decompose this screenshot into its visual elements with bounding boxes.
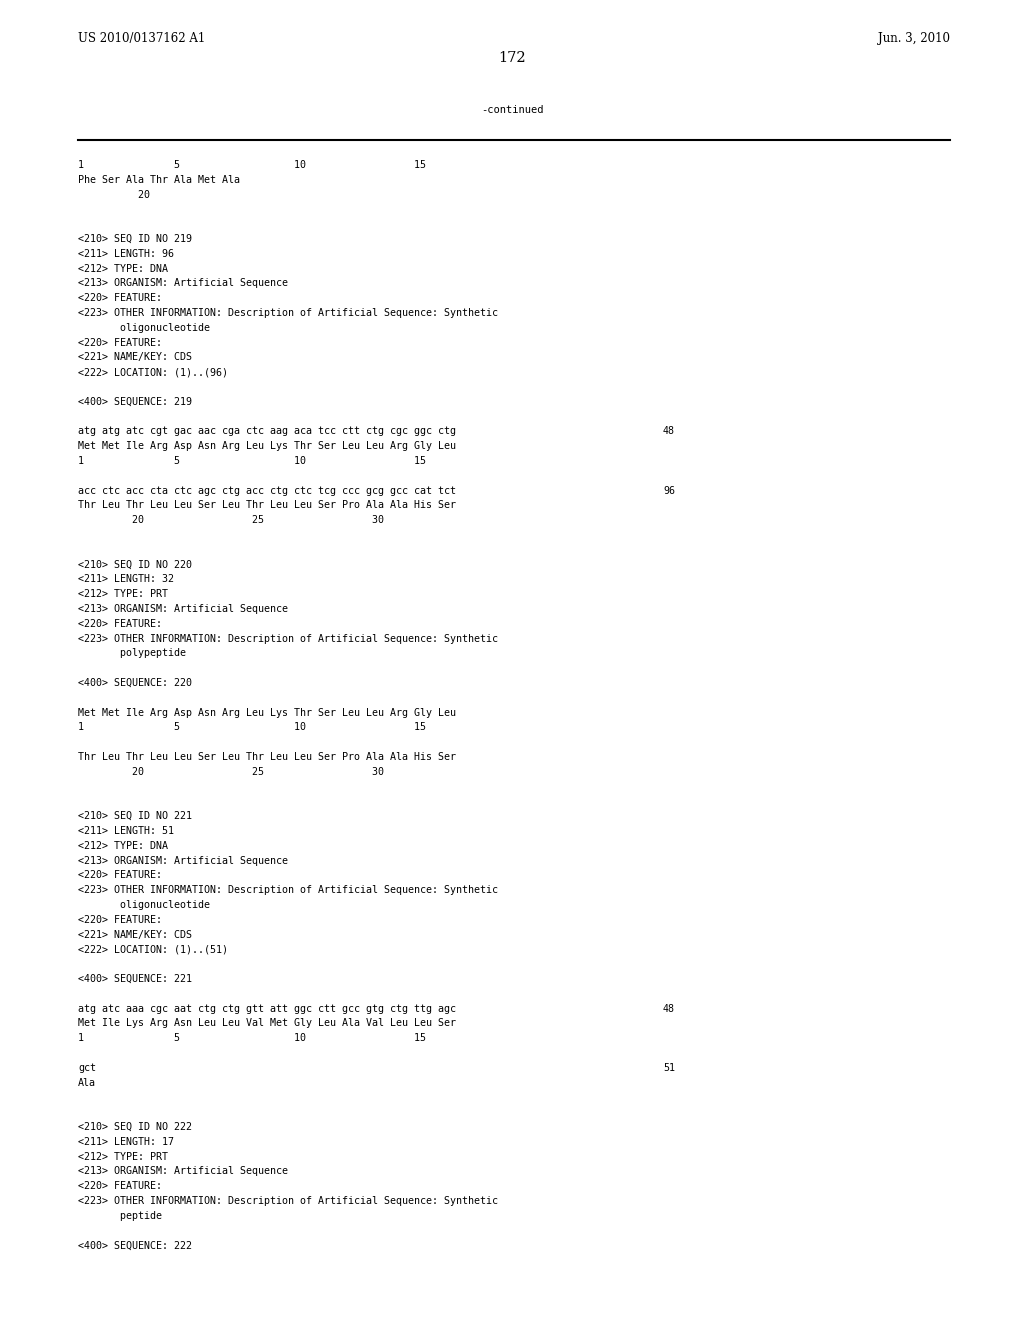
Text: <213> ORGANISM: Artificial Sequence: <213> ORGANISM: Artificial Sequence bbox=[78, 605, 288, 614]
Text: 1               5                   10                  15: 1 5 10 15 bbox=[78, 160, 426, 170]
Text: US 2010/0137162 A1: US 2010/0137162 A1 bbox=[78, 32, 205, 45]
Text: <220> FEATURE:: <220> FEATURE: bbox=[78, 293, 162, 304]
Text: oligonucleotide: oligonucleotide bbox=[78, 323, 210, 333]
Text: 20                  25                  30: 20 25 30 bbox=[78, 767, 384, 776]
Text: acc ctc acc cta ctc agc ctg acc ctg ctc tcg ccc gcg gcc cat tct: acc ctc acc cta ctc agc ctg acc ctg ctc … bbox=[78, 486, 456, 495]
Text: -continued: -continued bbox=[480, 106, 544, 115]
Text: <211> LENGTH: 96: <211> LENGTH: 96 bbox=[78, 248, 174, 259]
Text: 1               5                   10                  15: 1 5 10 15 bbox=[78, 722, 426, 733]
Text: Met Ile Lys Arg Asn Leu Leu Val Met Gly Leu Ala Val Leu Leu Ser: Met Ile Lys Arg Asn Leu Leu Val Met Gly … bbox=[78, 1019, 456, 1028]
Text: <220> FEATURE:: <220> FEATURE: bbox=[78, 915, 162, 925]
Text: 172: 172 bbox=[499, 51, 525, 65]
Text: <223> OTHER INFORMATION: Description of Artificial Sequence: Synthetic: <223> OTHER INFORMATION: Description of … bbox=[78, 308, 498, 318]
Text: gct: gct bbox=[78, 1063, 96, 1073]
Text: <400> SEQUENCE: 221: <400> SEQUENCE: 221 bbox=[78, 974, 193, 983]
Text: Ala: Ala bbox=[78, 1077, 96, 1088]
Text: oligonucleotide: oligonucleotide bbox=[78, 900, 210, 909]
Text: <211> LENGTH: 51: <211> LENGTH: 51 bbox=[78, 826, 174, 836]
Text: <400> SEQUENCE: 219: <400> SEQUENCE: 219 bbox=[78, 397, 193, 407]
Text: <220> FEATURE:: <220> FEATURE: bbox=[78, 338, 162, 347]
Text: <221> NAME/KEY: CDS: <221> NAME/KEY: CDS bbox=[78, 352, 193, 363]
Text: <221> NAME/KEY: CDS: <221> NAME/KEY: CDS bbox=[78, 929, 193, 940]
Text: <213> ORGANISM: Artificial Sequence: <213> ORGANISM: Artificial Sequence bbox=[78, 855, 288, 866]
Text: <210> SEQ ID NO 221: <210> SEQ ID NO 221 bbox=[78, 812, 193, 821]
Text: <211> LENGTH: 17: <211> LENGTH: 17 bbox=[78, 1137, 174, 1147]
Text: <212> TYPE: DNA: <212> TYPE: DNA bbox=[78, 841, 168, 851]
Text: Phe Ser Ala Thr Ala Met Ala: Phe Ser Ala Thr Ala Met Ala bbox=[78, 174, 240, 185]
Text: <212> TYPE: DNA: <212> TYPE: DNA bbox=[78, 264, 168, 273]
Text: <210> SEQ ID NO 222: <210> SEQ ID NO 222 bbox=[78, 1122, 193, 1133]
Text: <223> OTHER INFORMATION: Description of Artificial Sequence: Synthetic: <223> OTHER INFORMATION: Description of … bbox=[78, 634, 498, 644]
Text: Met Met Ile Arg Asp Asn Arg Leu Lys Thr Ser Leu Leu Arg Gly Leu: Met Met Ile Arg Asp Asn Arg Leu Lys Thr … bbox=[78, 441, 456, 451]
Text: 20: 20 bbox=[78, 190, 150, 199]
Text: 1               5                   10                  15: 1 5 10 15 bbox=[78, 455, 426, 466]
Text: atg atc aaa cgc aat ctg ctg gtt att ggc ctt gcc gtg ctg ttg agc: atg atc aaa cgc aat ctg ctg gtt att ggc … bbox=[78, 1003, 456, 1014]
Text: 48: 48 bbox=[663, 426, 675, 437]
Text: Thr Leu Thr Leu Leu Ser Leu Thr Leu Leu Ser Pro Ala Ala His Ser: Thr Leu Thr Leu Leu Ser Leu Thr Leu Leu … bbox=[78, 500, 456, 511]
Text: 48: 48 bbox=[663, 1003, 675, 1014]
Text: <213> ORGANISM: Artificial Sequence: <213> ORGANISM: Artificial Sequence bbox=[78, 279, 288, 288]
Text: Jun. 3, 2010: Jun. 3, 2010 bbox=[878, 32, 950, 45]
Text: <212> TYPE: PRT: <212> TYPE: PRT bbox=[78, 1151, 168, 1162]
Text: <222> LOCATION: (1)..(96): <222> LOCATION: (1)..(96) bbox=[78, 367, 228, 378]
Text: Thr Leu Thr Leu Leu Ser Leu Thr Leu Leu Ser Pro Ala Ala His Ser: Thr Leu Thr Leu Leu Ser Leu Thr Leu Leu … bbox=[78, 752, 456, 762]
Text: <222> LOCATION: (1)..(51): <222> LOCATION: (1)..(51) bbox=[78, 944, 228, 954]
Text: <223> OTHER INFORMATION: Description of Artificial Sequence: Synthetic: <223> OTHER INFORMATION: Description of … bbox=[78, 1196, 498, 1206]
Text: <210> SEQ ID NO 219: <210> SEQ ID NO 219 bbox=[78, 234, 193, 244]
Text: 51: 51 bbox=[663, 1063, 675, 1073]
Text: <212> TYPE: PRT: <212> TYPE: PRT bbox=[78, 589, 168, 599]
Text: <400> SEQUENCE: 222: <400> SEQUENCE: 222 bbox=[78, 1241, 193, 1250]
Text: <400> SEQUENCE: 220: <400> SEQUENCE: 220 bbox=[78, 678, 193, 688]
Text: <220> FEATURE:: <220> FEATURE: bbox=[78, 870, 162, 880]
Text: 1               5                   10                  15: 1 5 10 15 bbox=[78, 1034, 426, 1043]
Text: Met Met Ile Arg Asp Asn Arg Leu Lys Thr Ser Leu Leu Arg Gly Leu: Met Met Ile Arg Asp Asn Arg Leu Lys Thr … bbox=[78, 708, 456, 718]
Text: <220> FEATURE:: <220> FEATURE: bbox=[78, 619, 162, 628]
Text: <223> OTHER INFORMATION: Description of Artificial Sequence: Synthetic: <223> OTHER INFORMATION: Description of … bbox=[78, 886, 498, 895]
Text: 20                  25                  30: 20 25 30 bbox=[78, 515, 384, 525]
Text: peptide: peptide bbox=[78, 1210, 162, 1221]
Text: 96: 96 bbox=[663, 486, 675, 495]
Text: <211> LENGTH: 32: <211> LENGTH: 32 bbox=[78, 574, 174, 585]
Text: <220> FEATURE:: <220> FEATURE: bbox=[78, 1181, 162, 1191]
Text: atg atg atc cgt gac aac cga ctc aag aca tcc ctt ctg cgc ggc ctg: atg atg atc cgt gac aac cga ctc aag aca … bbox=[78, 426, 456, 437]
Text: polypeptide: polypeptide bbox=[78, 648, 186, 659]
Text: <210> SEQ ID NO 220: <210> SEQ ID NO 220 bbox=[78, 560, 193, 570]
Text: <213> ORGANISM: Artificial Sequence: <213> ORGANISM: Artificial Sequence bbox=[78, 1167, 288, 1176]
